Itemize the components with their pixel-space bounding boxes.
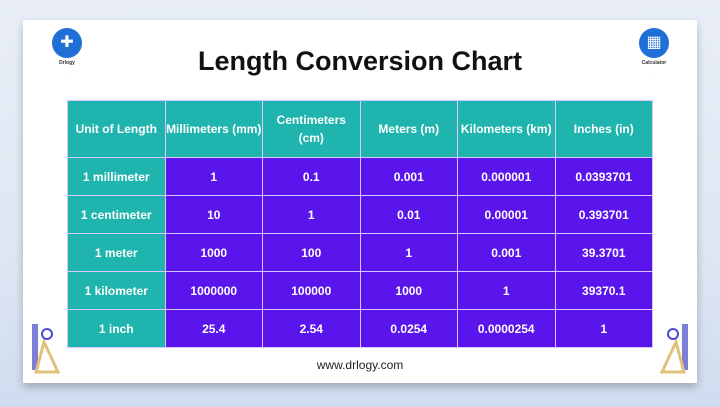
table-cell: 100000 — [262, 271, 361, 310]
drlogy-logo-icon: ✚ — [52, 28, 82, 58]
compass-ruler-icon — [32, 324, 60, 374]
column-header: Kilometers (km) — [457, 100, 556, 158]
table-row: 1 kilometer 1000000 100000 1000 1 39370.1 — [67, 271, 653, 310]
footer-url: www.drlogy.com — [316, 358, 404, 372]
table-cell: 1 — [359, 233, 458, 272]
table-cell: 1000 — [359, 271, 458, 310]
row-label: 1 centimeter — [67, 195, 166, 234]
table-cell: 10 — [164, 195, 263, 234]
table-cell: 0.393701 — [554, 195, 653, 234]
column-header: Unit of Length — [67, 100, 166, 158]
table-cell: 25.4 — [164, 309, 263, 348]
table-cell: 0.0393701 — [554, 157, 653, 196]
row-label: 1 kilometer — [67, 271, 166, 310]
calculator-badge: ▦ Calculator — [634, 24, 674, 76]
table-row: 1 centimeter 10 1 0.01 0.00001 0.393701 — [67, 195, 653, 234]
table-cell: 1 — [262, 195, 361, 234]
row-label: 1 inch — [67, 309, 166, 348]
conversion-table: Unit of Length Millimeters (mm) Centimeter… — [67, 100, 653, 348]
column-header: Inches (in) — [554, 100, 653, 158]
table-cell: 0.01 — [359, 195, 458, 234]
table-cell: 1 — [554, 309, 653, 348]
table-cell: 1 — [164, 157, 263, 196]
column-header: Meters (m) — [359, 100, 458, 158]
table-cell: 0.001 — [359, 157, 458, 196]
table-cell: 1000 — [164, 233, 263, 272]
page-title: Length Conversion Chart — [197, 46, 522, 76]
table-cell: 0.00001 — [457, 195, 556, 234]
table-cell: 0.000001 — [457, 157, 556, 196]
compass-ruler-icon — [660, 324, 688, 374]
row-label: 1 meter — [67, 233, 166, 272]
table-cell: 2.54 — [262, 309, 361, 348]
table-cell: 39370.1 — [554, 271, 653, 310]
table-cell: 1000000 — [164, 271, 263, 310]
row-label: 1 millimeter — [67, 157, 166, 196]
table-cell: 39.3701 — [554, 233, 653, 272]
column-header: Centimeters (cm) — [262, 100, 361, 158]
table-row: 1 millimeter 1 0.1 0.001 0.000001 0.0393701 — [67, 157, 653, 196]
calculator-icon: ▦ — [639, 28, 669, 58]
table-cell: 0.1 — [262, 157, 361, 196]
table-cell: 0.0254 — [359, 309, 458, 348]
column-header: Millimeters (mm) — [164, 100, 263, 158]
drlogy-logo: ✚ Drlogy — [47, 24, 87, 76]
table-cell: 1 — [457, 271, 556, 310]
table-cell: 0.001 — [457, 233, 556, 272]
table-cell: 0.0000254 — [457, 309, 556, 348]
table-cell: 100 — [262, 233, 361, 272]
table-row: 1 meter 1000 100 1 0.001 39.3701 — [67, 233, 653, 272]
table-row: 1 inch 25.4 2.54 0.0254 0.0000254 1 — [67, 309, 653, 348]
